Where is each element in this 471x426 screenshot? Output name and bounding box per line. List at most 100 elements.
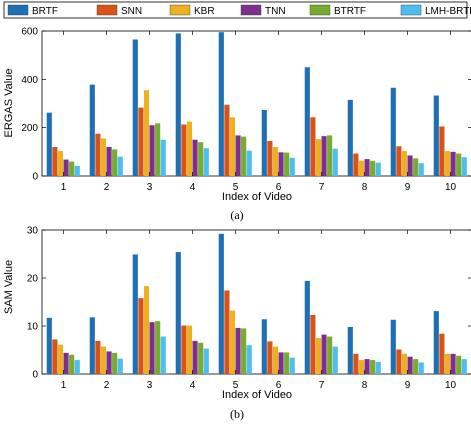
sam-bar-tnn-video-3 [149,322,155,374]
ergas-bar-btrtf-video-5 [241,136,247,176]
ergas-bar-snn-video-6 [267,140,273,176]
ergas-bar-brtf-video-1 [46,112,52,176]
ergas-bar-brtf-video-2 [89,84,95,176]
ergas-bar-snn-video-3 [138,107,144,176]
sam-bar-brtf-video-7 [304,280,310,374]
legend-label-lmh-brtf: LMH-BRTF [425,6,471,17]
sam-bar-lmh-brtf-video-4 [203,348,209,374]
sam-bar-snn-video-1 [52,339,58,374]
legend-label-brtf: BRTF [32,6,58,17]
sam-bar-btrtf-video-6 [284,352,290,374]
sam-x-tick-label: 9 [405,380,411,391]
ergas-bar-btrtf-video-6 [284,152,290,176]
sam-bar-tnn-video-9 [407,356,413,374]
ergas-bar-brtf-video-4 [175,33,181,176]
ergas-bar-tnn-video-9 [407,155,413,176]
chart-sam: 0 10 20 30 1 2 3 4 5 6 7 8 9 10 SAM Value Index of Vi… [3,226,471,421]
ergas-bar-btrtf-video-10 [456,153,462,176]
ergas-y-axis-title: ERGAS Value [3,69,15,138]
ergas-x-tick-label: 10 [445,182,457,193]
ergas-bar-kbr-video-10 [444,151,451,176]
sam-bar-snn-video-6 [267,341,273,374]
sam-bar-brtf-video-6 [261,319,267,374]
ergas-bar-btrtf-video-1 [69,161,75,176]
sam-bar-btrtf-video-2 [112,352,118,374]
sam-bar-lmh-brtf-video-7 [332,346,338,374]
ergas-bar-brtf-video-9 [390,87,396,176]
sam-panel-caption: (b) [230,407,244,421]
sam-x-tick-label: 5 [233,380,239,391]
sam-bar-lmh-brtf-video-9 [418,362,424,374]
ergas-bar-tnn-video-2 [106,147,112,176]
sam-bar-tnn-video-6 [278,352,284,374]
ergas-bar-lmh-brtf-video-10 [461,157,467,176]
ergas-bar-snn-video-10 [439,126,445,176]
legend: BRTF SNN KBR TNN BTRTF LMH-BRTF [3,1,471,19]
sam-x-axis-title: Index of Video [222,389,292,401]
sam-bar-tnn-video-7 [321,334,327,374]
ergas-bar-snn-video-9 [396,146,402,176]
ergas-bar-btrtf-video-2 [112,149,118,176]
ergas-x-tick-label: 2 [104,182,110,193]
ergas-bar-btrtf-video-3 [155,123,161,176]
ergas-bar-brtf-video-6 [261,110,267,176]
ergas-bar-snn-video-1 [52,147,58,176]
ergas-x-tick-label: 4 [190,182,196,193]
ergas-bar-lmh-brtf-video-2 [117,156,123,176]
legend-swatch-brtf [7,4,29,16]
sam-bar-kbr-video-10 [444,353,451,374]
sam-y-tick-label: 30 [27,226,39,237]
sam-bar-lmh-brtf-video-5 [246,345,252,374]
sam-bar-snn-video-5 [224,290,230,374]
sam-bar-btrtf-video-8 [370,360,376,374]
sam-bar-btrtf-video-9 [413,359,419,374]
sam-bar-kbr-video-1 [57,344,64,374]
ergas-bar-brtf-video-3 [132,39,138,177]
ergas-x-axis-title: Index of Video [222,191,292,203]
sam-plot-area: 0 10 20 30 1 2 3 4 5 6 7 8 9 10 [27,226,471,391]
ergas-x-tick-label: 8 [362,182,368,193]
ergas-bar-tnn-video-10 [450,151,456,176]
ergas-bar-lmh-brtf-video-5 [246,150,252,177]
sam-bar-lmh-brtf-video-10 [461,359,467,374]
ergas-panel-caption: (a) [230,208,243,222]
sam-bar-snn-video-7 [310,314,316,374]
ergas-plot-area: 0 200 400 600 1 2 3 4 5 6 7 8 9 10 [21,27,471,193]
sam-bar-brtf-video-3 [132,254,138,374]
ergas-bar-snn-video-2 [95,133,101,176]
sam-bar-kbr-video-5 [229,310,236,374]
ergas-bar-tnn-video-4 [192,139,198,176]
sam-bar-btrtf-video-7 [327,336,333,374]
ergas-bar-btrtf-video-9 [413,158,419,176]
ergas-bar-kbr-video-8 [358,160,365,176]
sam-x-tick-label: 8 [362,380,368,391]
sam-bar-lmh-brtf-video-3 [160,336,166,374]
ergas-bar-brtf-video-7 [304,67,310,176]
legend-label-snn: SNN [121,6,142,17]
legend-swatch-lmh-brtf [400,4,422,16]
legend-swatch-tnn [240,4,262,16]
sam-bar-lmh-brtf-video-8 [375,362,381,374]
sam-bar-tnn-video-10 [450,353,456,374]
legend-box [3,1,468,19]
ergas-y-tick-label: 600 [21,27,38,38]
ergas-bar-lmh-brtf-video-7 [332,148,338,176]
ergas-bar-kbr-video-4 [186,121,193,177]
sam-bar-brtf-video-10 [433,311,439,374]
sam-bar-tnn-video-5 [235,327,241,374]
sam-x-tick-label: 7 [319,380,325,391]
sam-y-axis-title: SAM Value [3,260,15,314]
ergas-y-tick-label: 200 [21,123,38,134]
ergas-bar-brtf-video-10 [433,95,439,176]
sam-bar-brtf-video-1 [46,317,52,374]
ergas-x-tick-label: 3 [147,182,153,193]
ergas-bar-lmh-brtf-video-8 [375,162,381,176]
ergas-bar-kbr-video-3 [143,90,150,176]
ergas-bar-snn-video-5 [224,104,230,176]
legend-label-kbr: KBR [194,6,215,17]
sam-bar-brtf-video-8 [347,326,353,374]
ergas-bar-snn-video-4 [181,124,187,176]
sam-bar-btrtf-video-10 [456,355,462,374]
sam-bar-snn-video-8 [353,353,359,374]
chart-ergas: 0 200 400 600 1 2 3 4 5 6 7 8 9 10 ERGAS Value Index … [3,27,471,222]
